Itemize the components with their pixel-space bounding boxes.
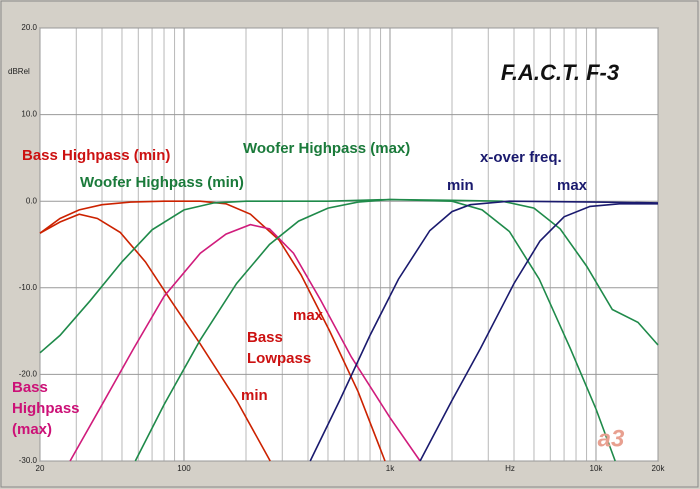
x-tick-label: 100 [177,464,191,473]
annotation: max [293,307,324,324]
x-tick-label: 1k [386,464,395,473]
y-tick-label: 10.0 [21,110,37,119]
y-tick-label: -20.0 [19,370,38,379]
y-unit: dBRel [8,67,30,76]
annotation: Bass [12,379,48,396]
annotation: Woofer Highpass (max) [243,140,410,157]
x-tick-label: 10k [590,464,604,473]
x-tick-label: 20 [36,464,45,473]
annotation: min [447,177,474,194]
chart-title: F.A.C.T. F-3 [501,60,619,85]
x-tick-label: 20k [652,464,666,473]
y-tick-label: -30.0 [19,456,38,465]
line-series [39,198,616,462]
plot-area [39,27,659,462]
annotation: Bass Highpass (min) [22,147,170,164]
annotation: Highpass [12,400,80,417]
annotation: Bass [247,329,283,346]
line-series [39,213,271,462]
line-series [419,203,658,462]
annotation: Woofer Highpass (min) [80,174,244,191]
annotation: max [557,177,588,194]
line-series [134,198,659,462]
logo: a3 [598,425,625,452]
annotation: min [241,387,268,404]
annotation: Lowpass [247,350,311,367]
annotation: (max) [12,421,52,438]
y-tick-label: 0.0 [26,196,38,205]
line-series [69,223,421,462]
y-tick-label: -10.0 [19,283,38,292]
x-unit: Hz [505,464,515,473]
annotation: x-over freq. [480,149,562,166]
y-tick-label: 20.0 [21,23,37,32]
line-series [309,200,659,462]
